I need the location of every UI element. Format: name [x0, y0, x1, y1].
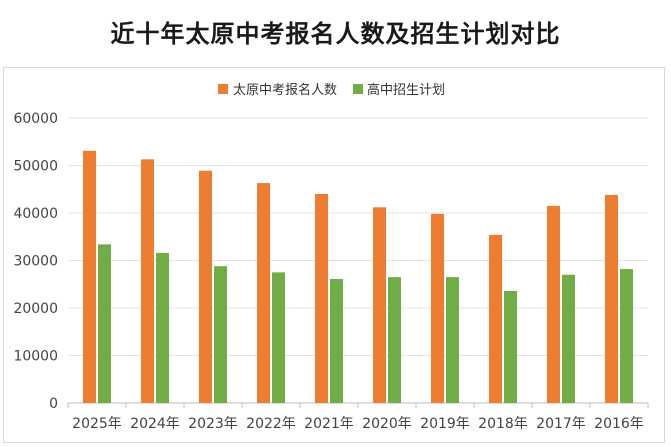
- bar-series-2-8: [504, 290, 517, 403]
- chart-title: 近十年太原中考报名人数及招生计划对比: [110, 20, 561, 48]
- legend-swatch-series-1: [218, 84, 228, 94]
- y-tick-label: 10000: [13, 349, 58, 365]
- x-tick-label: 2018年: [478, 416, 528, 432]
- bar-series-2-2: [156, 252, 169, 403]
- bar-series-1-4: [257, 183, 270, 403]
- x-tick-label: 2021年: [304, 416, 354, 432]
- x-tick-label: 2016年: [594, 416, 644, 432]
- x-tick-label: 2024年: [130, 416, 180, 432]
- x-axis: 2025年 2024年 2023年 2022年 2021年 2020年 2019年 2018年…: [67, 403, 649, 432]
- y-tick-label: 50000: [13, 159, 58, 175]
- bar-series-1-5: [315, 194, 328, 403]
- bar-series-1-7: [431, 213, 444, 403]
- legend-label-series-1: 太原中考报名人数: [233, 82, 337, 98]
- legend-label-series-2: 高中招生计划: [367, 82, 445, 98]
- bar-series-2-4: [272, 272, 285, 403]
- x-tick-label: 2025年: [72, 416, 122, 432]
- x-tick-label: 2022年: [246, 416, 296, 432]
- bar-series-2-6: [388, 277, 401, 403]
- y-tick-label: 30000: [13, 254, 58, 270]
- x-tick-label: 2023年: [188, 416, 238, 432]
- bar-series-2-7: [446, 277, 459, 403]
- gridlines: [68, 117, 648, 404]
- bar-series-1-2: [141, 159, 154, 403]
- bar-series-2-5: [330, 279, 343, 403]
- bar-series-1-9: [547, 205, 560, 403]
- bar-series-1-3: [199, 170, 212, 403]
- y-tick-label: 60000: [13, 111, 58, 127]
- bar-series-2-9: [562, 274, 575, 403]
- y-tick-label: 40000: [13, 206, 58, 222]
- legend-swatch-series-2: [353, 84, 363, 94]
- x-tick-label: 2020年: [362, 416, 412, 432]
- y-tick-label: 0: [49, 396, 58, 412]
- x-tick-label: 2017年: [536, 416, 586, 432]
- bar-series-2-3: [214, 266, 227, 403]
- y-axis: 0 10000 20000 30000 40000 50000 60000: [13, 111, 58, 412]
- bar-series-2-10: [620, 269, 633, 403]
- legend: 太原中考报名人数 高中招生计划: [218, 82, 445, 98]
- bar-series-1-6: [373, 207, 386, 403]
- bar-series-1-1: [83, 150, 96, 403]
- bars: [83, 150, 633, 403]
- x-tick-label: 2019年: [420, 416, 470, 432]
- bar-series-1-10: [605, 194, 618, 403]
- bar-series-1-8: [489, 234, 502, 403]
- bar-series-2-1: [98, 244, 111, 403]
- y-tick-label: 20000: [13, 301, 58, 317]
